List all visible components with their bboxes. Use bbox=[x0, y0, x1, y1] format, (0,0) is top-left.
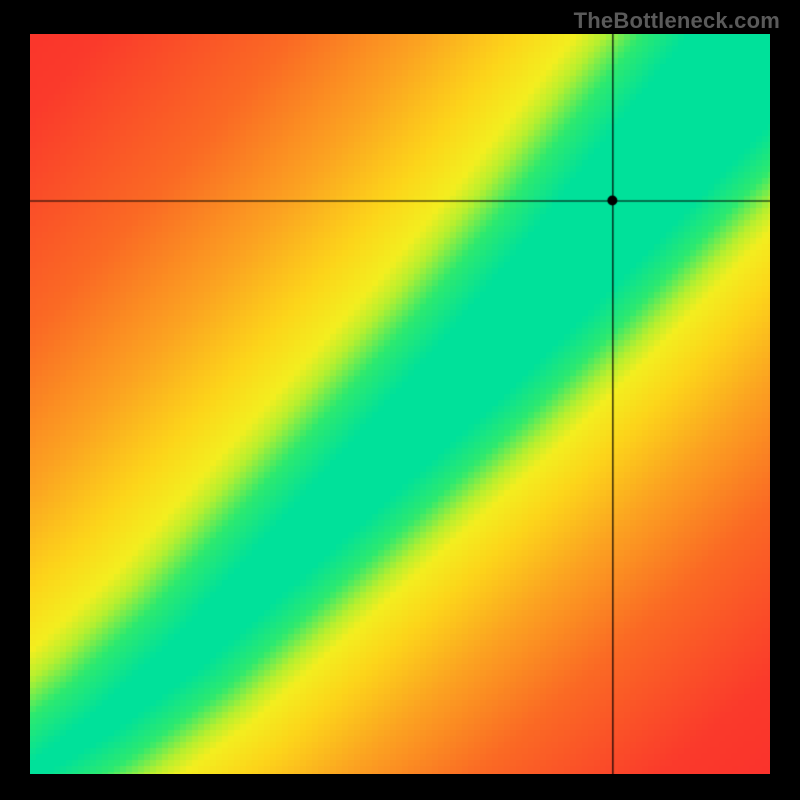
crosshair-overlay bbox=[30, 34, 770, 774]
watermark-text: TheBottleneck.com bbox=[574, 8, 780, 34]
heatmap-plot bbox=[30, 34, 770, 774]
